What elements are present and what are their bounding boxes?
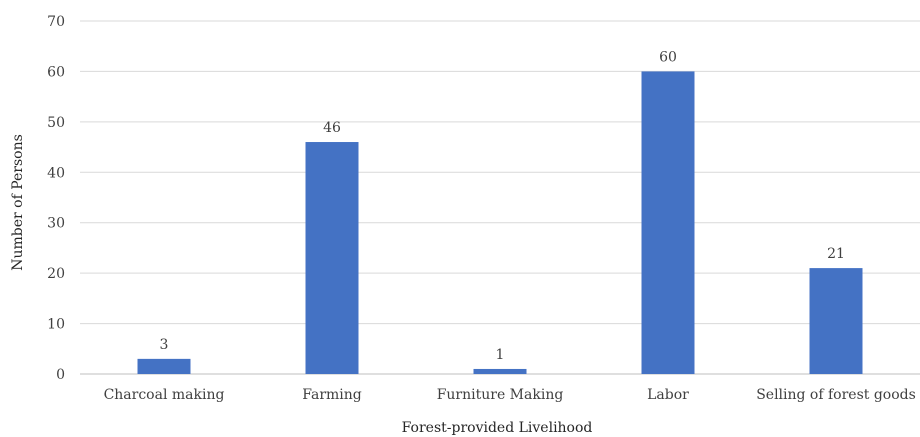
x-tick-label: Selling of forest goods xyxy=(756,387,916,403)
data-label: 46 xyxy=(323,120,341,136)
y-tick-label: 70 xyxy=(47,14,65,30)
bar-farming xyxy=(305,142,359,374)
y-tick-label: 50 xyxy=(47,115,65,131)
x-tick-label: Furniture Making xyxy=(437,387,564,403)
x-tick-label: Charcoal making xyxy=(104,387,225,403)
data-label: 1 xyxy=(496,347,505,363)
data-label: 3 xyxy=(160,337,169,353)
x-tick-label: Farming xyxy=(302,387,362,403)
bar-selling-of-forest-goods xyxy=(809,268,863,374)
bar-charcoal-making xyxy=(137,358,191,374)
y-tick-label: 30 xyxy=(47,216,65,232)
x-axis-title: Forest-provided Livelihood xyxy=(402,420,593,436)
data-label: 60 xyxy=(659,49,677,65)
y-tick-label: 10 xyxy=(47,317,65,333)
x-axis-ticks: Charcoal making Farming Furniture Making La… xyxy=(104,387,916,403)
gridlines xyxy=(80,20,920,375)
y-tick-label: 20 xyxy=(47,266,65,282)
bar-furniture-making xyxy=(473,368,527,374)
y-axis-title: Number of Persons xyxy=(10,134,26,271)
x-tick-label: Labor xyxy=(647,387,689,403)
bar-labor xyxy=(641,71,695,374)
y-axis-ticks: 0 10 20 30 40 50 60 70 xyxy=(47,14,65,383)
y-tick-label: 60 xyxy=(47,64,65,80)
data-labels: 3 46 1 60 21 xyxy=(160,49,845,363)
bars xyxy=(137,71,863,374)
y-tick-label: 0 xyxy=(56,367,65,383)
y-tick-label: 40 xyxy=(47,165,65,181)
data-label: 21 xyxy=(827,246,845,262)
